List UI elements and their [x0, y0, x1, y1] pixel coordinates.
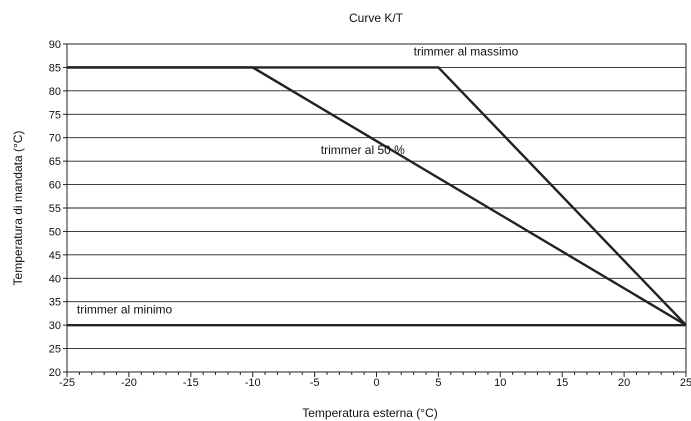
x-tick-label: -20: [121, 377, 137, 389]
x-tick-label: 5: [435, 377, 441, 389]
y-axis-title: Temperatura di mandata (°C): [11, 131, 25, 286]
y-tick-label: 40: [49, 273, 61, 285]
series-annotation-2: trimmer al 50 %: [321, 143, 405, 157]
y-tick-label: 25: [49, 344, 61, 356]
x-tick-label: -25: [59, 377, 75, 389]
x-tick-label: -5: [310, 377, 320, 389]
x-tick-label: 10: [494, 377, 506, 389]
y-tick-label: 85: [49, 62, 61, 74]
annotations: trimmer al massimo trimmer al 50 % trimmer…: [77, 45, 519, 317]
series-line-1: [67, 66, 687, 326]
y-tick-label: 70: [49, 133, 61, 145]
series: [67, 66, 687, 327]
series-annotation-3: trimmer al minimo: [77, 302, 173, 316]
x-tick-label: -10: [245, 377, 261, 389]
series-line-2: [67, 66, 687, 327]
y-tick-label: 90: [49, 39, 61, 51]
y-tick-label: 50: [49, 226, 61, 238]
y-tick-label: 45: [49, 250, 61, 262]
y-tick-label: 80: [49, 86, 61, 98]
chart-title: Curve K/T: [349, 11, 404, 25]
y-tick-label: 20: [49, 367, 61, 379]
x-axis-title: Temperatura esterna (°C): [302, 406, 438, 420]
x-tick-label: 25: [680, 377, 691, 389]
x-tick-label: 15: [556, 377, 568, 389]
series-annotation-1: trimmer al massimo: [414, 45, 519, 59]
y-tick-label: 55: [49, 203, 61, 215]
x-tick-label: 0: [373, 377, 379, 389]
y-tick-label: 65: [49, 156, 61, 168]
y-tick-label: 75: [49, 109, 61, 121]
y-tick-label: 30: [49, 320, 61, 332]
y-tick-label: 35: [49, 297, 61, 309]
y-tick-label: 60: [49, 180, 61, 192]
x-tick-label: 20: [618, 377, 630, 389]
x-tick-label: -15: [183, 377, 199, 389]
